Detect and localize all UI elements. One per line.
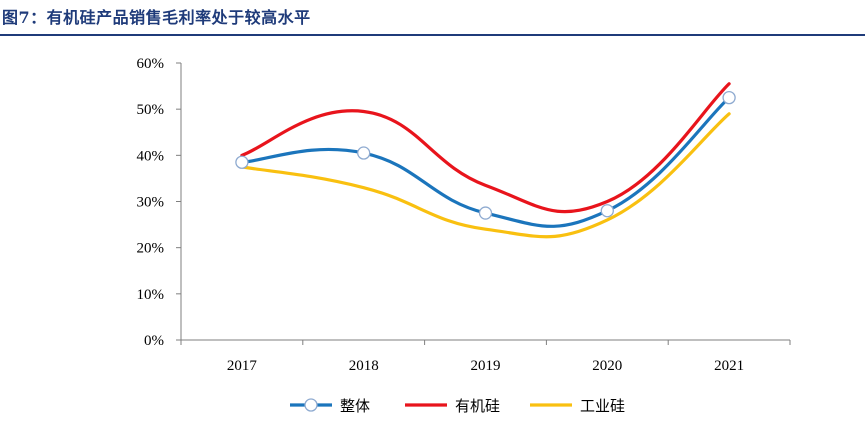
figure-title: 图7：有机硅产品销售毛利率处于较高水平 — [2, 8, 311, 27]
legend-marker-overall — [304, 398, 318, 412]
y-tick-label: 0% — [144, 333, 164, 349]
data-point-overall — [478, 206, 493, 220]
y-tick-label: 50% — [137, 102, 165, 118]
x-tick-label: 2020 — [592, 358, 622, 374]
legend-label-overall: 整体 — [340, 397, 370, 415]
x-tick-label: 2019 — [471, 358, 501, 374]
y-tick-label: 10% — [137, 287, 165, 303]
chart-series — [235, 82, 736, 239]
data-point-overall — [600, 204, 614, 218]
title-underline — [0, 34, 865, 36]
y-tick-label: 20% — [137, 241, 165, 257]
legend-label-industrial-silicon: 工业硅 — [580, 397, 625, 415]
x-tick-label: 2021 — [714, 358, 744, 374]
data-point-overall — [357, 146, 371, 160]
legend-label-organic-silicon: 有机硅 — [455, 397, 500, 415]
x-tick-label: 2017 — [227, 358, 258, 374]
series-line-industrial-silicon — [240, 112, 731, 239]
data-point-overall — [722, 90, 736, 105]
series-line-organic-silicon — [240, 82, 731, 214]
y-tick-label: 60% — [137, 56, 165, 72]
chart-legend: 整体 有机硅 工业硅 — [290, 397, 625, 415]
y-tick-label: 30% — [137, 195, 165, 211]
data-point-overall — [235, 155, 249, 169]
y-tick-label: 40% — [137, 148, 165, 164]
x-tick-label: 2018 — [349, 358, 379, 374]
chart-axes: 0% 10% 20% 30% 40% 50% 60% 2017 2018 2019 2020 2021 — [137, 56, 791, 374]
